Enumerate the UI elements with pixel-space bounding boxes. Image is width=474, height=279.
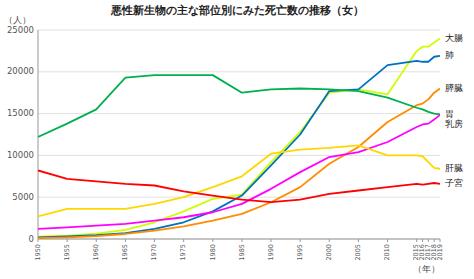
- lines: [38, 38, 440, 238]
- y-tick-label: 5000: [12, 192, 34, 202]
- y-tick-label: 25000: [7, 25, 34, 35]
- grid-line: [38, 30, 440, 31]
- grid-line: [38, 239, 440, 240]
- x-tick-label: 1975: [179, 244, 187, 261]
- series-label: 肝臓: [445, 163, 463, 173]
- series-labels: 大腸肺膵臓胃乳房肝臓子宮: [445, 33, 463, 188]
- x-axis-label: （年）: [413, 264, 440, 274]
- x-tick-label: 2005: [354, 244, 362, 261]
- series-line: [38, 89, 440, 239]
- grid-line: [38, 155, 440, 156]
- x-tick-label: 2019: [436, 244, 444, 261]
- y-axis-label: （人）: [4, 15, 31, 25]
- x-tick-label: 1965: [121, 244, 129, 261]
- x-tick-label: 1950: [34, 244, 42, 261]
- y-tick-label: 15000: [7, 108, 34, 118]
- x-axis-line: [38, 239, 440, 240]
- series-line: [38, 38, 440, 236]
- x-tick-label: 1995: [296, 244, 304, 261]
- series-line: [38, 145, 440, 216]
- x-tick-label: 1980: [209, 244, 217, 261]
- x-tick-label: 2010: [383, 244, 391, 261]
- x-tick-label: 1955: [63, 244, 71, 261]
- y-tick-label: 0: [29, 234, 34, 244]
- series-label: 胃: [445, 109, 454, 119]
- chart: 悪性新生物の主な部位別にみた死亡数の推移（女） （人） 0 5000 10000 1500…: [0, 0, 474, 279]
- series-label: 乳房: [445, 119, 463, 129]
- y-tick-label: 10000: [7, 150, 34, 160]
- x-tick-label: 1960: [92, 244, 100, 261]
- y-axis-line: [38, 30, 39, 239]
- y-tick-label: 20000: [7, 66, 34, 76]
- x-tick-label: 1990: [267, 244, 275, 261]
- grid-line: [38, 113, 440, 114]
- series-label: 大腸: [445, 33, 463, 43]
- series-line: [38, 170, 440, 202]
- series-line: [38, 75, 440, 137]
- x-tick-label: 2000: [325, 244, 333, 261]
- x-tick-label: 1985: [238, 244, 246, 261]
- series-line: [38, 115, 440, 229]
- x-tick-label: 1970: [150, 244, 158, 261]
- title: 悪性新生物の主な部位別にみた死亡数の推移（女）: [110, 4, 364, 17]
- series-label: 子宮: [445, 178, 463, 188]
- series-line: [38, 56, 440, 237]
- grid: [38, 30, 440, 239]
- series-label: 膵臓: [445, 83, 463, 93]
- series-label: 肺: [445, 50, 454, 60]
